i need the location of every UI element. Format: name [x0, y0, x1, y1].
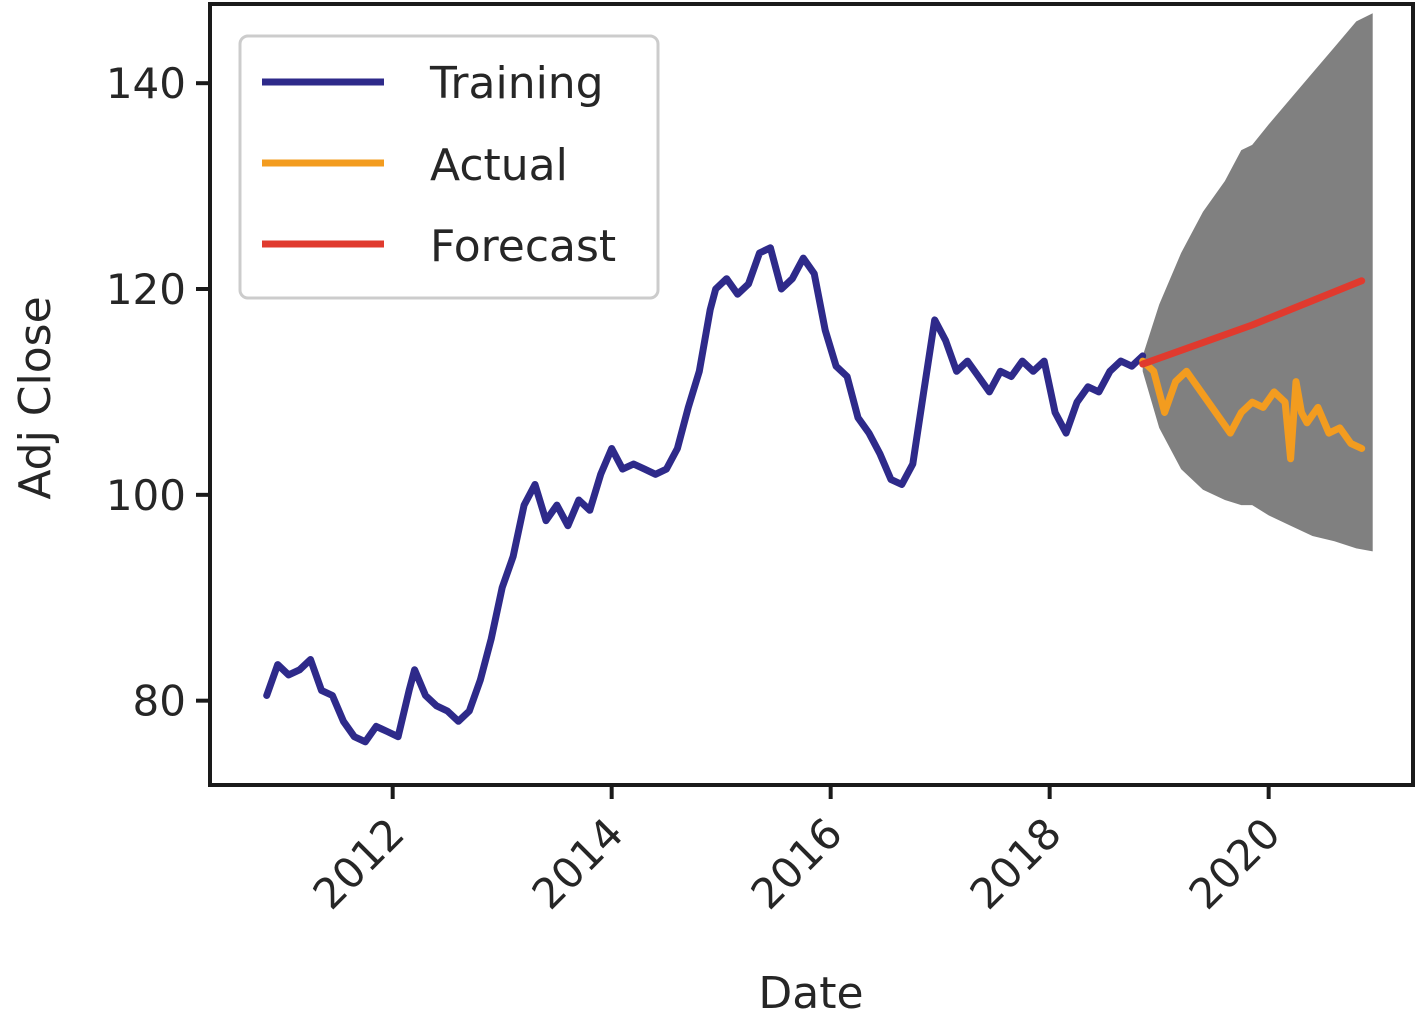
series-line-training [263, 244, 1147, 746]
legend-label-forecast: Forecast [430, 221, 616, 272]
x-tick-label: 2016 [742, 808, 852, 918]
y-axis: 80 100 120 140 [106, 59, 210, 726]
x-axis-title: Date [758, 968, 863, 1015]
legend-label-actual: Actual [430, 140, 568, 191]
y-tick-label: 80 [133, 677, 186, 726]
confidence-band [1142, 13, 1373, 552]
x-tick-label: 2018 [961, 808, 1071, 918]
series-line-forecast [1139, 277, 1366, 368]
legend-label-training: Training [429, 58, 604, 109]
plot-area-frame [208, 2, 1415, 787]
legend: Training Actual Forecast [238, 34, 660, 300]
legend-box [238, 34, 660, 300]
series-line-actual [1139, 357, 1366, 463]
y-tick-label: 120 [106, 265, 186, 314]
series-layer [263, 244, 1366, 746]
y-tick-label: 140 [106, 59, 186, 108]
x-tick-label: 2014 [523, 808, 633, 918]
x-axis: 2012 2014 2016 2018 2020 [304, 785, 1290, 919]
y-tick-label: 100 [106, 471, 186, 520]
x-tick-label: 2012 [304, 808, 414, 918]
x-tick-label: 2020 [1180, 808, 1290, 918]
confidence-band-layer [1142, 13, 1373, 552]
y-axis-title: Adj Close [10, 296, 61, 499]
